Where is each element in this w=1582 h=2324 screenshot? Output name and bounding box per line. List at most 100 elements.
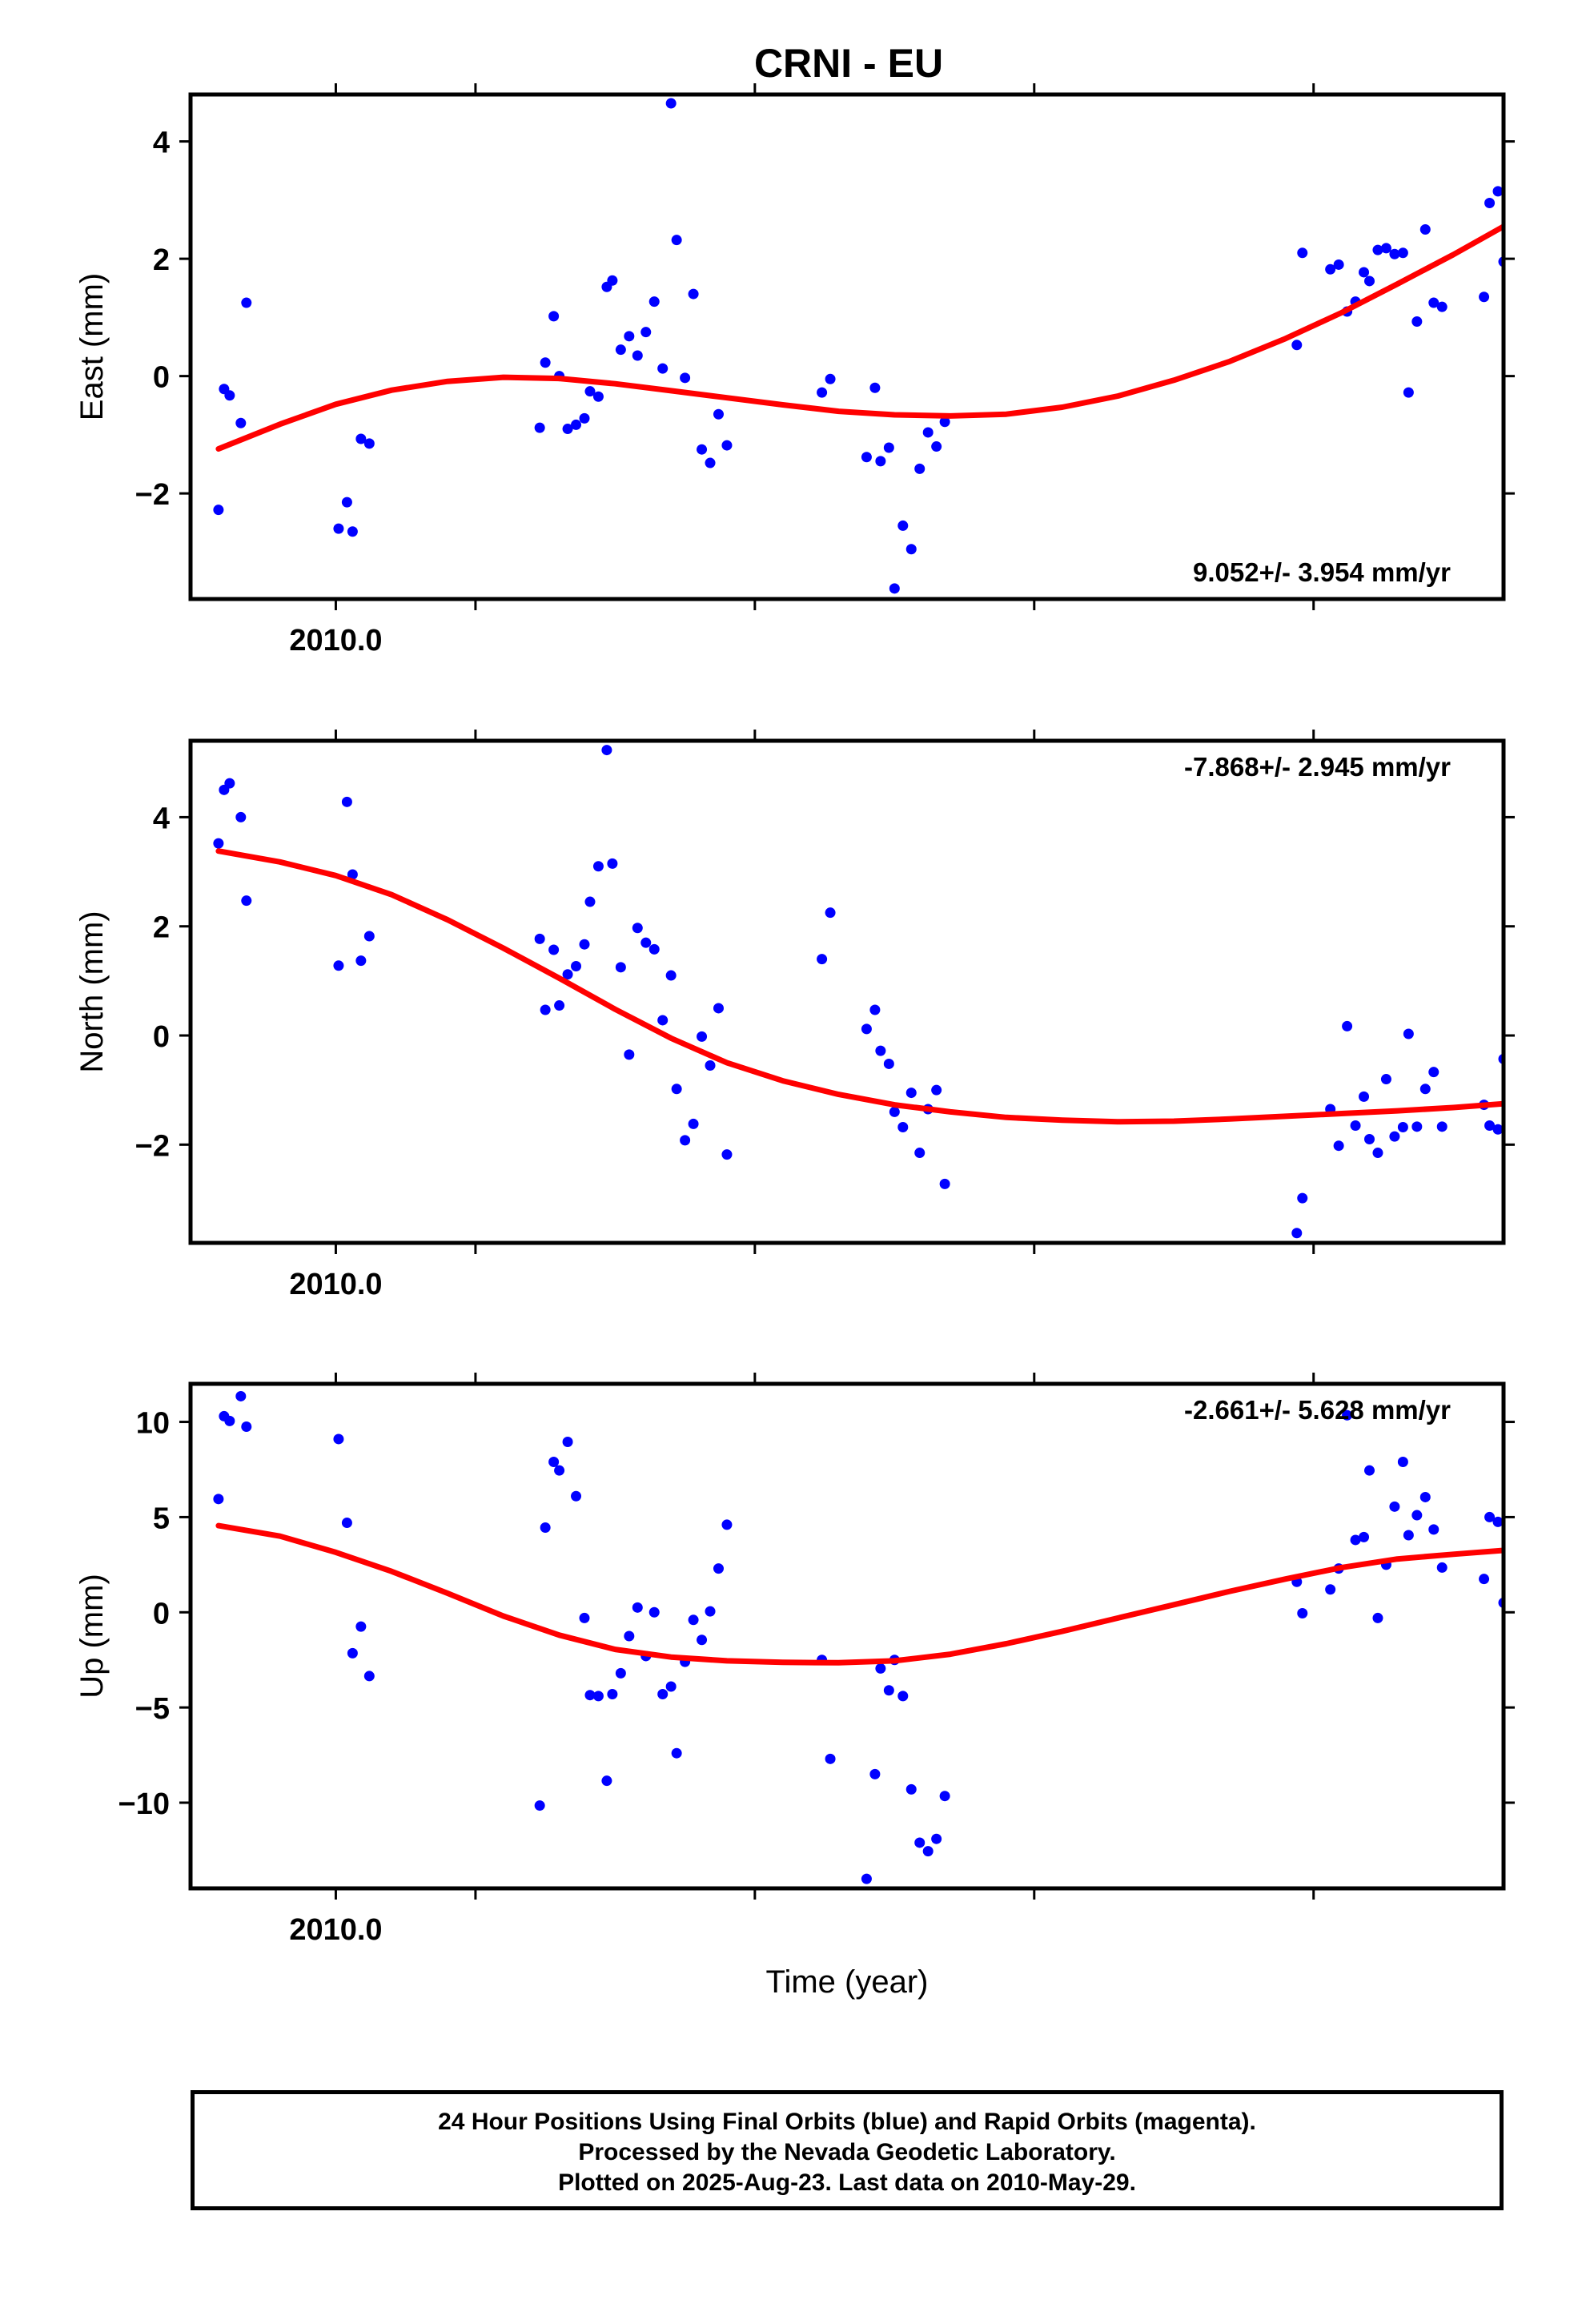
east-data-point xyxy=(235,417,247,428)
up-data-point xyxy=(1297,1607,1308,1618)
east-data-point xyxy=(922,427,934,438)
up-data-point xyxy=(721,1519,733,1530)
north-data-point xyxy=(931,1084,942,1096)
caption-line-3: Plotted on 2025-Aug-23. Last data on 201… xyxy=(558,2169,1136,2196)
up-y-tick-label: 10 xyxy=(136,1407,170,1441)
north-data-point xyxy=(1436,1121,1447,1132)
up-data-point xyxy=(922,1846,934,1857)
east-data-point xyxy=(897,520,909,531)
north-data-point xyxy=(624,1049,635,1060)
up-data-point xyxy=(914,1837,926,1848)
east-y-tick-label: −2 xyxy=(135,478,170,512)
north-data-point xyxy=(1350,1120,1361,1131)
up-y-tick-label: 5 xyxy=(153,1502,170,1535)
east-data-point xyxy=(883,442,894,453)
east-data-point xyxy=(1291,340,1303,351)
east-data-point xyxy=(665,98,677,109)
north-plot-frame xyxy=(188,738,1506,1245)
east-data-point xyxy=(224,390,235,401)
up-data-point xyxy=(869,1768,881,1779)
east-data-point xyxy=(615,344,626,356)
east-data-point xyxy=(705,457,716,468)
north-data-point xyxy=(914,1148,926,1159)
north-data-point xyxy=(1342,1020,1353,1031)
north-data-point xyxy=(224,778,235,789)
north-data-point xyxy=(1492,1124,1504,1135)
north-data-point xyxy=(883,1058,894,1069)
up-data-group xyxy=(213,1390,1504,1884)
north-data-point xyxy=(548,944,560,955)
east-data-point xyxy=(713,408,724,420)
up-data-point xyxy=(1419,1491,1431,1502)
east-y-axis-title: East (mm) xyxy=(74,273,110,420)
north-y-tick-label: −2 xyxy=(135,1129,170,1163)
east-data-point xyxy=(1484,198,1496,209)
north-data-point xyxy=(1403,1028,1414,1039)
up-data-point xyxy=(883,1685,894,1696)
caption-box: 24 Hour Positions Using Final Orbits (bl… xyxy=(191,2090,1504,2210)
east-y-tick-label: 0 xyxy=(153,361,170,395)
up-y-tick-label: −10 xyxy=(118,1787,170,1821)
up-data-point xyxy=(1389,1501,1400,1512)
east-x-tick-label: 2010.0 xyxy=(289,624,382,657)
up-data-point xyxy=(931,1833,942,1844)
north-panel: −2 0 2 4 2010.0 North (mm) -7.868+/- 2.945 mm/… xyxy=(74,730,1515,1301)
north-data-point xyxy=(601,745,612,756)
north-data-point xyxy=(1372,1148,1383,1159)
north-data-point xyxy=(213,838,224,849)
east-data-point xyxy=(1428,297,1439,308)
up-data-point xyxy=(657,1689,669,1700)
north-data-point xyxy=(592,861,604,872)
up-data-point xyxy=(1436,1562,1447,1573)
caption-line-1: 24 Hour Positions Using Final Orbits (bl… xyxy=(438,2109,1256,2135)
east-data-point xyxy=(355,433,367,444)
up-data-point xyxy=(861,1873,872,1884)
east-panel: −2 0 2 4 2010.0 East (mm) 9.052+/- 3.954 mm/yr xyxy=(74,83,1515,657)
up-data-point xyxy=(713,1563,724,1574)
up-data-point xyxy=(607,1689,618,1700)
figure-title: CRNI - EU xyxy=(754,41,943,86)
east-data-group xyxy=(213,98,1504,594)
north-data-point xyxy=(1359,1091,1370,1102)
up-data-point xyxy=(579,1612,590,1623)
up-data-point xyxy=(624,1630,635,1642)
east-data-point xyxy=(213,505,224,516)
up-data-point xyxy=(1397,1456,1408,1467)
north-fit-curve xyxy=(215,848,1504,1125)
east-data-point xyxy=(624,331,635,342)
north-data-point xyxy=(680,1135,691,1146)
east-data-point xyxy=(363,438,375,449)
up-data-point xyxy=(333,1433,344,1445)
east-data-point xyxy=(1364,275,1375,287)
east-plot-frame xyxy=(188,92,1506,601)
up-data-point xyxy=(1403,1530,1414,1541)
north-x-tick-label: 2010.0 xyxy=(289,1268,382,1301)
north-y-tick-label: 4 xyxy=(153,802,170,835)
up-rate-label: -2.661+/- 5.628 mm/yr xyxy=(1184,1395,1451,1425)
east-data-point xyxy=(889,583,900,594)
east-data-point xyxy=(688,288,699,300)
east-data-point xyxy=(657,363,669,374)
east-data-point xyxy=(1403,387,1414,398)
east-data-point xyxy=(562,424,573,435)
north-data-point xyxy=(905,1088,917,1099)
north-data-point xyxy=(607,858,618,869)
east-data-point xyxy=(607,275,618,286)
up-data-point xyxy=(897,1691,909,1702)
north-data-point xyxy=(1411,1121,1423,1132)
north-data-point xyxy=(1397,1122,1408,1133)
up-data-point xyxy=(632,1602,643,1613)
east-data-point xyxy=(579,412,590,424)
north-data-point xyxy=(869,1004,881,1015)
north-data-point xyxy=(825,907,836,919)
north-data-point xyxy=(1428,1067,1439,1078)
north-data-point xyxy=(1419,1084,1431,1095)
north-data-point xyxy=(579,939,590,950)
up-data-point xyxy=(355,1621,367,1632)
north-data-point xyxy=(615,962,626,973)
north-data-point xyxy=(657,1015,669,1026)
east-data-point xyxy=(584,386,596,397)
north-data-point xyxy=(540,1004,551,1015)
up-data-point xyxy=(671,1747,682,1759)
east-data-point xyxy=(592,391,604,402)
